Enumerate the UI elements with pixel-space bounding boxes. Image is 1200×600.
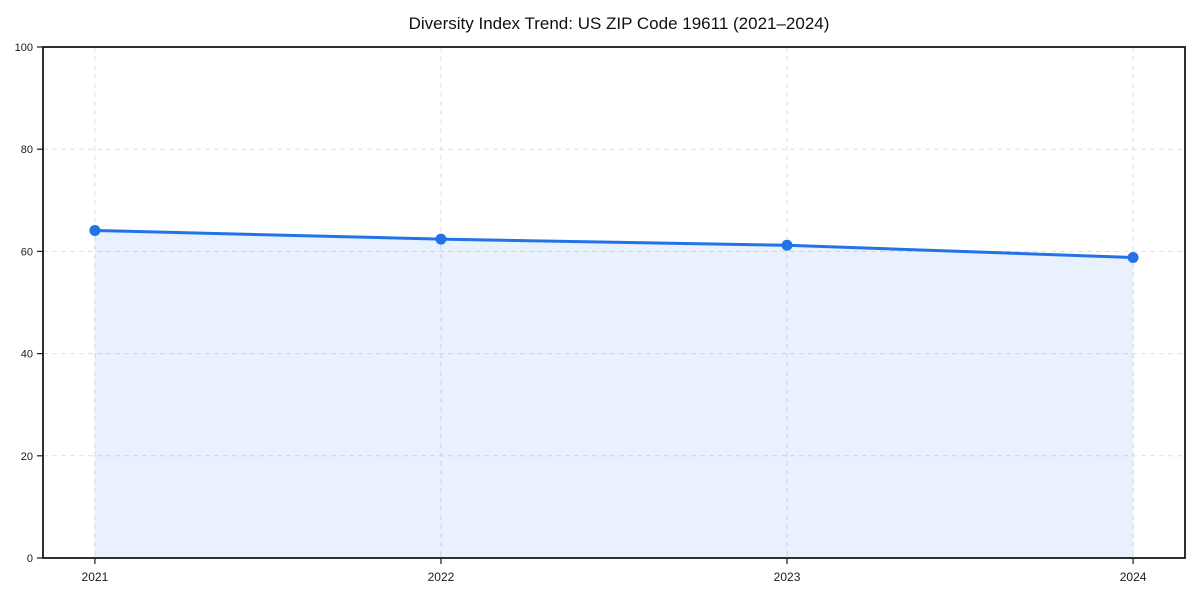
data-point-2024 [1127,252,1139,264]
area-fill [94,230,1134,558]
y-tick-label-40: 40 [21,349,33,361]
y-tick-label-60: 60 [21,246,33,258]
chart-title: Diversity Index Trend: US ZIP Code 19611… [408,14,830,33]
data-point-2022 [435,233,447,245]
x-tick-label-2021: 2021 [82,570,109,584]
x-tick-label-2022: 2022 [428,570,455,584]
y-tick-label-0: 0 [27,553,33,565]
y-tick-label-100: 100 [15,42,33,54]
y-tick-label-20: 20 [21,451,33,463]
trend-line [93,228,1135,260]
x-tick-label-2023: 2023 [774,570,801,584]
y-tick-label-80: 80 [21,144,33,156]
data-point-2021 [89,224,101,236]
data-point-2023 [781,239,793,251]
x-tick-label-2024: 2024 [1120,570,1147,584]
plot-border [42,46,1186,559]
